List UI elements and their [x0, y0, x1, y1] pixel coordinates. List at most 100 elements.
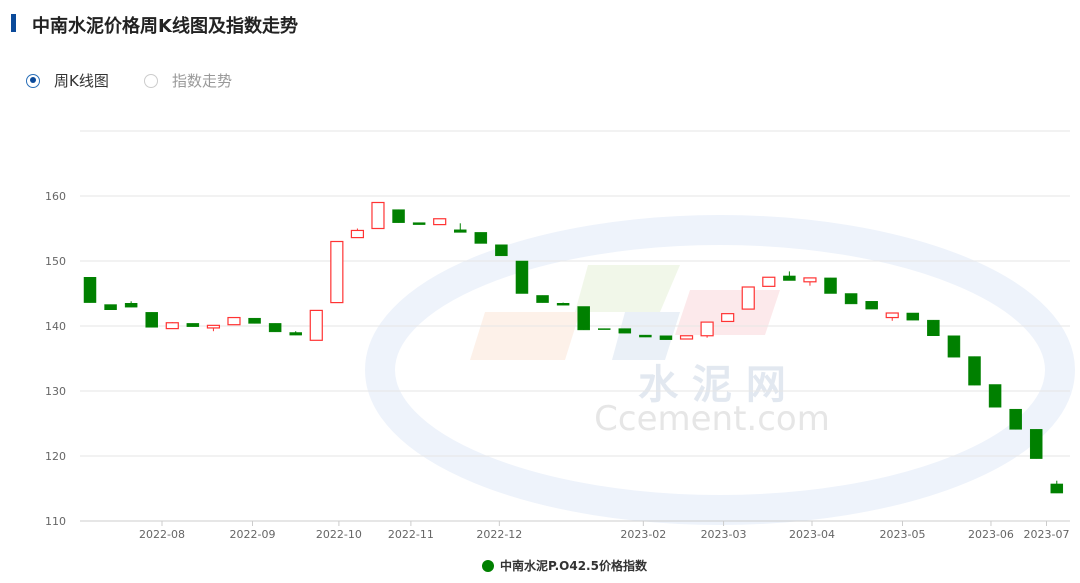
candle-body — [371, 201, 385, 230]
candle[interactable] — [556, 302, 570, 306]
candle[interactable] — [721, 313, 735, 323]
candle[interactable] — [824, 277, 837, 294]
candle[interactable] — [536, 295, 549, 303]
candle-body — [206, 324, 221, 329]
candle-body — [947, 335, 961, 358]
candle[interactable] — [474, 232, 488, 244]
candle-body — [495, 244, 508, 257]
candle[interactable] — [865, 301, 878, 310]
x-tick-label: 2023-04 — [789, 528, 835, 541]
candle[interactable] — [1029, 429, 1043, 459]
candle-body — [104, 304, 117, 310]
candle[interactable] — [947, 335, 961, 358]
candle[interactable] — [454, 223, 467, 233]
candle-body — [639, 334, 652, 338]
candle-body — [330, 240, 344, 304]
candle-body — [83, 277, 97, 303]
candle[interactable] — [350, 228, 365, 239]
candle-body — [474, 232, 488, 244]
candle-body — [968, 356, 981, 386]
candle-body — [412, 222, 426, 225]
candle[interactable] — [495, 244, 508, 257]
radio-selected-icon[interactable] — [26, 73, 40, 88]
tab-weekly-kline[interactable]: 周K线图 — [26, 70, 109, 91]
candle[interactable] — [165, 322, 179, 330]
candle[interactable] — [844, 293, 858, 305]
candle-body — [762, 276, 776, 287]
candle-body — [124, 303, 138, 308]
candle-body — [679, 335, 694, 340]
candle[interactable] — [433, 218, 447, 226]
candle[interactable] — [330, 240, 344, 304]
x-tick-label: 2023-05 — [880, 528, 926, 541]
candle[interactable] — [988, 384, 1002, 408]
candle-body — [454, 229, 467, 233]
x-tick-label: 2023-02 — [620, 528, 666, 541]
candle-body — [289, 332, 302, 336]
x-tick-label: 2023-07 — [1024, 528, 1070, 541]
candle[interactable] — [803, 277, 817, 286]
candle[interactable] — [289, 331, 302, 336]
candle-body — [248, 317, 261, 324]
radio-unselected-icon[interactable] — [144, 73, 158, 88]
candle[interactable] — [762, 276, 776, 287]
candle[interactable] — [145, 312, 158, 328]
candle[interactable] — [906, 312, 920, 321]
candle[interactable] — [741, 286, 755, 310]
legend[interactable]: 中南水泥P.O42.5价格指数 — [482, 557, 647, 574]
candle[interactable] — [927, 319, 940, 336]
x-tick-label: 2022-09 — [230, 528, 276, 541]
candle-body — [577, 306, 590, 331]
candle-body — [309, 309, 323, 341]
candle-body — [227, 316, 241, 326]
candle[interactable] — [885, 312, 899, 321]
page-title: 中南水泥价格周K线图及指数走势 — [32, 16, 298, 37]
candle[interactable] — [186, 323, 200, 327]
x-tick-label: 2023-03 — [701, 528, 747, 541]
title-accent-bar — [11, 14, 16, 32]
y-tick-label: 140 — [45, 320, 66, 333]
candle-body — [721, 313, 735, 323]
candle[interactable] — [1009, 408, 1022, 430]
candle-body — [536, 295, 549, 303]
watermark-en: Ccement.com — [594, 399, 830, 439]
candle[interactable] — [104, 304, 117, 310]
tab-index-trend[interactable]: 指数走势 — [144, 70, 232, 91]
candle[interactable] — [248, 317, 261, 324]
candle[interactable] — [1050, 480, 1064, 494]
candle[interactable] — [206, 324, 221, 332]
candle[interactable] — [659, 335, 673, 340]
candle-body — [433, 218, 447, 226]
candle[interactable] — [227, 316, 241, 326]
candle[interactable] — [412, 222, 426, 225]
candle-body — [988, 384, 1002, 408]
candle[interactable] — [268, 323, 282, 333]
candle-body — [598, 328, 611, 330]
candle[interactable] — [371, 201, 385, 230]
legend-dot-icon — [482, 559, 494, 572]
x-tick-label: 2023-06 — [968, 528, 1014, 541]
y-tick-label: 110 — [45, 515, 66, 528]
candle[interactable] — [968, 356, 981, 386]
candle-body — [350, 229, 365, 239]
candle-body — [1050, 483, 1064, 494]
candle[interactable] — [618, 328, 632, 334]
candle[interactable] — [309, 309, 323, 341]
candle-body — [618, 328, 632, 334]
candle[interactable] — [598, 328, 611, 330]
candle[interactable] — [515, 260, 529, 294]
candle-body — [844, 293, 858, 305]
candle-body — [927, 319, 940, 336]
tab-label: 指数走势 — [172, 72, 233, 90]
candle[interactable] — [783, 271, 796, 281]
candle-body — [700, 321, 714, 337]
candle[interactable] — [83, 277, 97, 303]
candle[interactable] — [639, 334, 652, 338]
candle[interactable] — [577, 306, 590, 331]
candle[interactable] — [392, 209, 405, 223]
y-tick-label: 120 — [45, 450, 66, 463]
candle[interactable] — [679, 335, 694, 340]
candle[interactable] — [700, 321, 714, 338]
candle[interactable] — [124, 301, 138, 308]
